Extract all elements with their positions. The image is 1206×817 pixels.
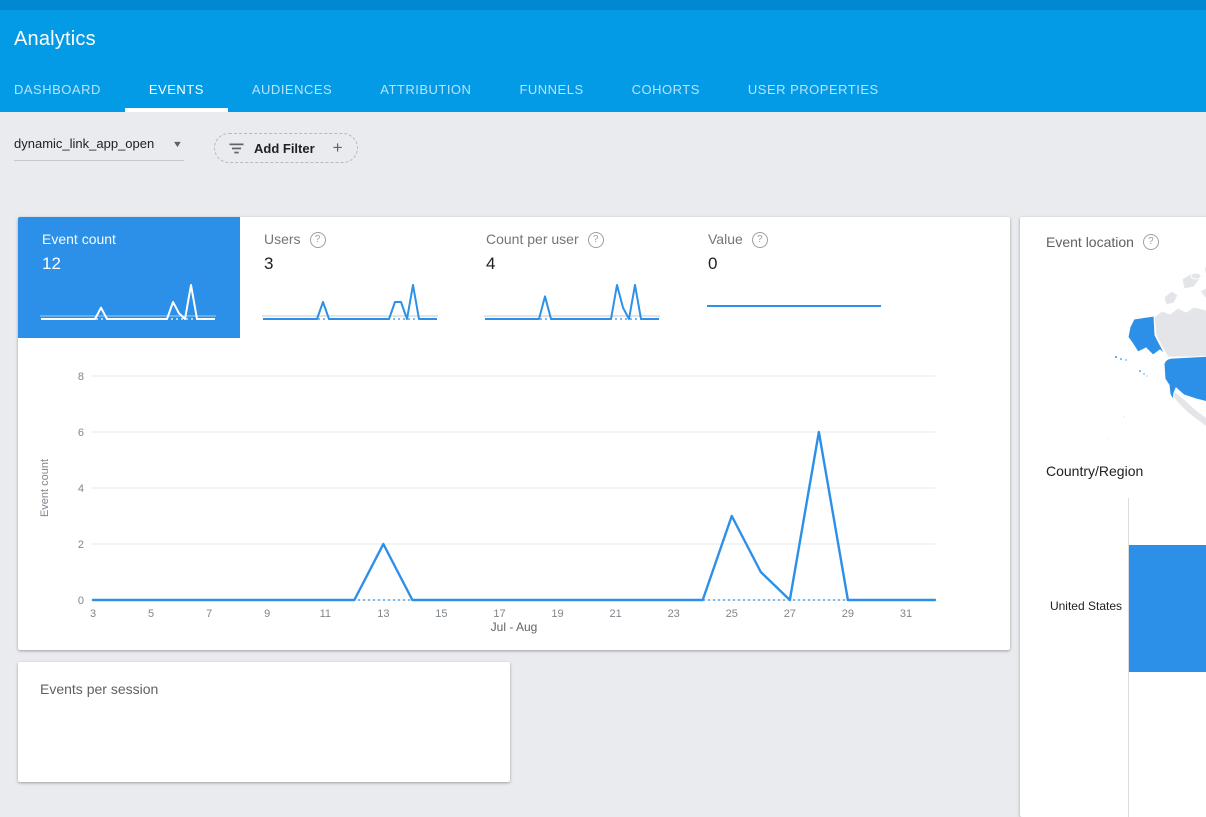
page-title: Analytics [14,28,96,51]
metric-label: Users [264,231,301,247]
event-count-line-chart: 0 2 4 6 8 3 5 7 9 11 13 15 17 19 21 23 25 27 29 31 Event cou… [18,338,1010,650]
svg-text:6: 6 [78,427,84,439]
metric-tile-users[interactable]: Users? 3 [240,217,462,338]
svg-text:2: 2 [78,539,84,551]
tab-funnels[interactable]: FUNNELS [495,68,607,112]
svg-text:15: 15 [435,608,447,620]
metric-label: Count per user [486,231,579,247]
tab-attribution[interactable]: ATTRIBUTION [356,68,495,112]
metric-label: Event count [42,231,116,247]
event-location-card: Event location ? Country/Region United S… [1020,217,1206,817]
help-icon[interactable]: ? [1143,234,1159,250]
events-overview-card: Event count 12 Users? 3 Count per user? … [18,217,1010,650]
svg-text:17: 17 [493,608,505,620]
svg-text:7: 7 [206,608,212,620]
add-filter-button[interactable]: Add Filter + [214,133,358,163]
svg-text:13: 13 [377,608,389,620]
country-label: United States [1020,599,1122,613]
help-icon[interactable]: ? [588,232,604,248]
count-per-user-sparkline [484,279,662,329]
tab-events[interactable]: EVENTS [125,68,228,112]
help-icon[interactable]: ? [310,232,326,248]
hawaii-dots [1139,370,1142,373]
value-sparkline [706,279,884,329]
app-header: Analytics DASHBOARD EVENTS AUDIENCES ATT… [0,0,1206,112]
svg-text:5: 5 [148,608,154,620]
metric-tile-event-count[interactable]: Event count 12 [18,217,240,338]
event-selector-dropdown[interactable]: dynamic_link_app_open ▼ [14,132,184,161]
metric-tile-value[interactable]: Value? 0 [684,217,906,338]
filter-icon [229,143,244,154]
tab-audiences[interactable]: AUDIENCES [228,68,356,112]
help-icon[interactable]: ? [752,232,768,248]
metric-value: 12 [42,254,240,274]
us-region-highlight [1164,355,1206,403]
svg-text:25: 25 [726,608,738,620]
svg-text:0: 0 [78,595,84,607]
svg-text:8: 8 [78,371,84,383]
svg-text:4: 4 [78,483,84,495]
event-location-title: Event location [1046,234,1134,250]
metric-tiles-row: Event count 12 Users? 3 Count per user? … [18,217,1010,338]
add-filter-label: Add Filter [254,141,315,156]
north-america-map [1100,267,1206,467]
svg-text:3: 3 [90,608,96,620]
event-selector-value: dynamic_link_app_open [14,136,154,151]
dropdown-caret-icon: ▼ [172,139,183,149]
svg-text:Jul - Aug: Jul - Aug [491,620,538,634]
svg-text:27: 27 [784,608,796,620]
tab-user-properties[interactable]: USER PROPERTIES [724,68,903,112]
svg-text:31: 31 [900,608,912,620]
metric-value: 4 [486,254,684,274]
svg-text:23: 23 [668,608,680,620]
svg-text:11: 11 [320,608,331,620]
users-sparkline [262,279,440,329]
tab-bar: DASHBOARD EVENTS AUDIENCES ATTRIBUTION F… [14,68,903,112]
metric-label: Value [708,231,743,247]
metric-value: 0 [708,254,906,274]
events-per-session-card: Events per session [18,662,510,782]
metric-tile-count-per-user[interactable]: Count per user? 4 [462,217,684,338]
metric-value: 3 [264,254,462,274]
events-per-session-title: Events per session [18,662,510,697]
event-count-sparkline [40,279,218,329]
tab-cohorts[interactable]: COHORTS [608,68,724,112]
svg-text:9: 9 [264,608,270,620]
filter-bar: dynamic_link_app_open ▼ Add Filter + [14,132,358,163]
country-region-header: Country/Region [1046,463,1143,479]
window-top-strip [0,0,1206,10]
svg-text:29: 29 [842,608,854,620]
svg-text:Event count: Event count [39,459,51,517]
arctic-islands [1164,291,1178,305]
plus-icon: + [333,138,343,158]
tab-dashboard[interactable]: DASHBOARD [14,68,125,112]
svg-text:19: 19 [551,608,563,620]
united-states-bar[interactable] [1129,545,1206,672]
svg-text:21: 21 [609,608,621,620]
